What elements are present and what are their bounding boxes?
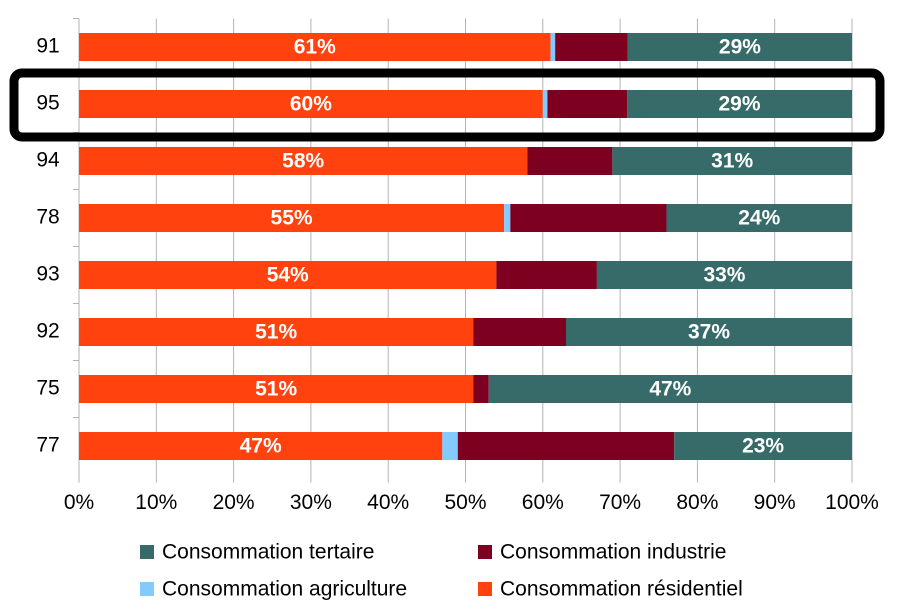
x-tick-label: 100%	[825, 491, 879, 514]
data-label: 31%	[711, 150, 753, 173]
y-tick-label: 94	[36, 149, 60, 172]
data-label: 33%	[703, 264, 745, 287]
bar-segment	[79, 261, 497, 289]
data-label: 29%	[719, 93, 761, 116]
x-tick-label: 40%	[367, 491, 409, 514]
legend-swatch	[478, 582, 492, 596]
data-label: 61%	[294, 36, 336, 59]
bar-segment	[612, 147, 852, 175]
data-label: 24%	[738, 207, 780, 230]
data-label: 47%	[649, 378, 691, 401]
bar-segment	[79, 204, 505, 232]
x-tick-label: 10%	[135, 491, 177, 514]
legend-label: Consommation industrie	[500, 541, 726, 564]
highlight-box	[9, 68, 885, 142]
data-label: 60%	[290, 93, 332, 116]
bar-segment	[457, 432, 675, 460]
bar-segment	[79, 375, 474, 403]
data-label: 47%	[240, 435, 282, 458]
bar-segment	[473, 318, 566, 346]
y-tick-label: 77	[36, 434, 59, 457]
y-tick-label: 92	[36, 320, 59, 343]
bar-segment	[542, 90, 548, 118]
bar-segment	[79, 147, 528, 175]
y-tick-label: 95	[36, 92, 59, 115]
bar-segment	[79, 90, 543, 118]
y-tick-label: 78	[36, 206, 59, 229]
bar-segment	[550, 33, 556, 61]
bar-segment	[79, 318, 474, 346]
bar-segment	[442, 432, 458, 460]
legend-label: Consommation tertaire	[162, 541, 374, 564]
x-tick-label: 0%	[64, 491, 94, 514]
x-tick-label: 80%	[676, 491, 718, 514]
legend-swatch	[478, 545, 492, 559]
x-tick-label: 30%	[290, 491, 332, 514]
legend-label: Consommation agriculture	[162, 578, 407, 601]
x-tick-label: 70%	[599, 491, 641, 514]
data-label: 23%	[742, 435, 784, 458]
bar-segment	[666, 204, 852, 232]
bar-segment	[555, 33, 628, 61]
x-tick-label: 60%	[522, 491, 564, 514]
legend-swatch	[140, 545, 154, 559]
data-label: 51%	[255, 321, 297, 344]
data-label: 58%	[282, 150, 324, 173]
bar-segment	[504, 204, 511, 232]
data-label: 51%	[255, 378, 297, 401]
x-tick-label: 90%	[754, 491, 796, 514]
bar-segment	[488, 375, 852, 403]
x-tick-label: 50%	[444, 491, 486, 514]
y-tick-label: 75	[36, 377, 59, 400]
bar-segment	[627, 90, 852, 118]
legend-label: Consommation résidentiel	[500, 578, 743, 601]
data-label: 55%	[271, 207, 313, 230]
bar-segment	[527, 147, 613, 175]
data-label: 29%	[719, 36, 761, 59]
bar-segment	[547, 90, 628, 118]
y-tick-label: 91	[36, 35, 59, 58]
bar-segment	[510, 204, 667, 232]
bar-segment	[565, 318, 852, 346]
bar-segment	[627, 33, 852, 61]
bar-segment	[473, 375, 489, 403]
data-label: 54%	[267, 264, 309, 287]
bar-segment	[674, 432, 852, 460]
y-tick-label: 93	[36, 263, 59, 286]
x-tick-label: 20%	[213, 491, 255, 514]
data-label: 37%	[688, 321, 730, 344]
legend-swatch	[140, 582, 154, 596]
bar-segment	[596, 261, 852, 289]
bar-segment	[79, 432, 443, 460]
bar-segment	[496, 261, 597, 289]
bar-segment	[79, 33, 551, 61]
